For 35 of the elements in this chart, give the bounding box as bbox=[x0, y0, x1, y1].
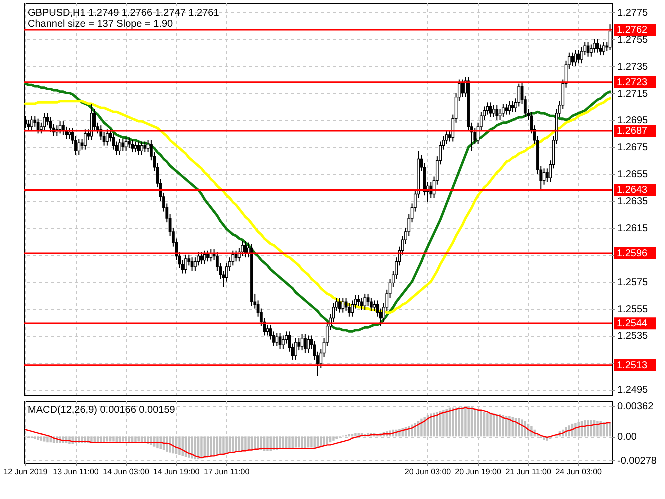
x-tick-label: 14 Jun 19:00 bbox=[153, 468, 200, 476]
y-tick-label: 1.2655 bbox=[618, 170, 649, 181]
x-tick-label: 21 Jun 11:00 bbox=[506, 468, 552, 476]
ref-line-label: 1.2544 bbox=[617, 318, 648, 330]
y-tick-label: 1.2615 bbox=[618, 223, 649, 234]
y-tick-label: 1.2675 bbox=[618, 142, 649, 154]
y-tick-label: 1.2575 bbox=[618, 277, 649, 288]
y-tick-label: 1.2775 bbox=[618, 8, 649, 19]
y-tick-label: 1.2715 bbox=[618, 88, 649, 100]
ref-line-label: 1.2723 bbox=[617, 77, 648, 88]
y-tick-label: 1.2495 bbox=[618, 385, 649, 396]
y-tick-label: 0.00 bbox=[618, 432, 638, 444]
y-tick-label: 0.00362 bbox=[618, 401, 654, 412]
x-tick-label: 14 Jun 03:00 bbox=[103, 468, 150, 476]
ref-line-label: 1.2687 bbox=[617, 126, 648, 137]
ref-line-label: 1.2513 bbox=[617, 360, 648, 372]
y-tick-label: 1.2755 bbox=[618, 34, 649, 46]
ref-line-label: 1.2762 bbox=[617, 24, 648, 36]
y-tick-label: 1.2735 bbox=[618, 62, 649, 73]
y-tick-label: 1.2555 bbox=[618, 304, 649, 316]
x-tick-label: 17 Jun 11:00 bbox=[204, 468, 250, 476]
y-tick-label: 1.2635 bbox=[618, 196, 649, 208]
ref-line-label: 1.2596 bbox=[617, 248, 648, 260]
chart-title: MACD(12,26,9) 0.00166 0.00159 bbox=[28, 404, 176, 416]
x-tick-label: 13 Jun 11:00 bbox=[53, 468, 100, 476]
text: GBPUSD,H1 1.2749 1.2766 1.2747 1.2761 bbox=[28, 8, 220, 19]
x-tick-label: 24 Jun 03:00 bbox=[556, 468, 603, 476]
y-tick-label: 1.2695 bbox=[618, 116, 649, 127]
x-tick-label: 20 Jun 19:00 bbox=[455, 468, 502, 476]
y-tick-label: -0.00278 bbox=[618, 456, 658, 467]
x-tick-label: 12 Jun 2019 bbox=[4, 468, 48, 476]
ref-line-label: 1.2643 bbox=[617, 185, 648, 196]
y-tick-label: 1.2535 bbox=[618, 331, 649, 342]
x-tick-label: 20 Jun 03:00 bbox=[404, 468, 452, 476]
text: Channel size = 137 Slope = 1.90 bbox=[28, 19, 174, 30]
